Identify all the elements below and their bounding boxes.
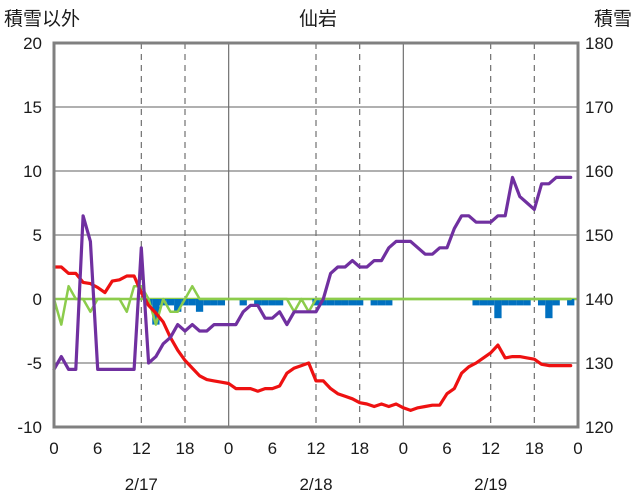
precip-bar — [370, 299, 378, 306]
precip-bar — [567, 299, 575, 306]
x-tick-label: 0 — [399, 439, 408, 458]
temperature-line — [52, 265, 573, 412]
precip-bar — [217, 299, 226, 306]
precip-bar — [508, 299, 517, 306]
precip-bar — [268, 299, 276, 306]
right-tick-label: 180 — [585, 34, 613, 53]
right-tick-label: 170 — [585, 98, 613, 117]
precip-bar — [545, 299, 553, 319]
x-tick-label: 18 — [176, 439, 195, 458]
precip-bar — [341, 299, 349, 306]
x-tick-label: 18 — [350, 439, 369, 458]
x-tick-label: 6 — [93, 439, 102, 458]
precip-bar — [516, 299, 524, 306]
precip-bar — [181, 299, 189, 306]
precip-bar — [377, 299, 386, 306]
precip-bar — [348, 299, 357, 306]
date-label: 2/19 — [474, 475, 507, 494]
x-tick-label: 0 — [573, 439, 582, 458]
series-lines — [52, 175, 573, 412]
x-tick-label: 12 — [481, 439, 500, 458]
plot-frame — [52, 41, 580, 429]
right-tick-label: 140 — [585, 290, 613, 309]
x-tick-label: 6 — [442, 439, 451, 458]
precip-bar — [385, 299, 393, 306]
precip-bar — [501, 299, 509, 306]
date-label: 2/18 — [299, 475, 332, 494]
precip-bar — [479, 299, 488, 306]
right-axis-label: 積雪 — [594, 8, 632, 30]
precip-bar — [188, 299, 196, 306]
precip-bar — [487, 299, 495, 306]
left-tick-label: 5 — [33, 226, 42, 245]
precip-bar — [239, 299, 247, 306]
left-tick-label: 10 — [23, 162, 42, 181]
precip-bar — [326, 299, 335, 306]
right-tick-label: 160 — [585, 162, 613, 181]
date-label: 2/17 — [125, 475, 158, 494]
precip-bar — [472, 299, 480, 306]
precip-bar — [174, 299, 182, 312]
wind-line — [52, 284, 572, 326]
left-tick-label: 0 — [33, 290, 42, 309]
snow_depth-line — [52, 175, 573, 371]
precip-bar — [552, 299, 560, 306]
precip-bar — [334, 299, 342, 306]
precip-bars — [144, 299, 575, 325]
precip-bar — [494, 299, 502, 319]
precip-bar — [275, 299, 284, 306]
x-tick-label: 0 — [49, 439, 58, 458]
precip-bar — [312, 299, 320, 306]
left-tick-label: 15 — [23, 98, 42, 117]
x-tick-label: 12 — [132, 439, 151, 458]
left-tick-label: 20 — [23, 34, 42, 53]
precip-bar — [210, 299, 218, 306]
precip-bar — [254, 299, 262, 306]
precip-bar — [356, 299, 364, 306]
x-tick-label: 6 — [268, 439, 277, 458]
left-tick-label: -5 — [27, 354, 42, 373]
right-tick-label: 120 — [585, 418, 613, 437]
right-tick-label: 150 — [585, 226, 613, 245]
x-tick-label: 12 — [307, 439, 326, 458]
precip-bar — [261, 299, 269, 306]
right-tick-label: 130 — [585, 354, 613, 373]
left-axis-label: 積雪以外 — [4, 8, 80, 30]
x-tick-label: 0 — [224, 439, 233, 458]
precip-bar — [195, 299, 204, 312]
x-tick-label: 18 — [525, 439, 544, 458]
precip-bar — [537, 299, 546, 306]
precip-bar — [203, 299, 211, 306]
chart-title: 仙岩 — [299, 8, 337, 30]
precip-bar — [523, 299, 531, 306]
left-tick-label: -10 — [17, 418, 42, 437]
precip-bar — [166, 299, 175, 306]
